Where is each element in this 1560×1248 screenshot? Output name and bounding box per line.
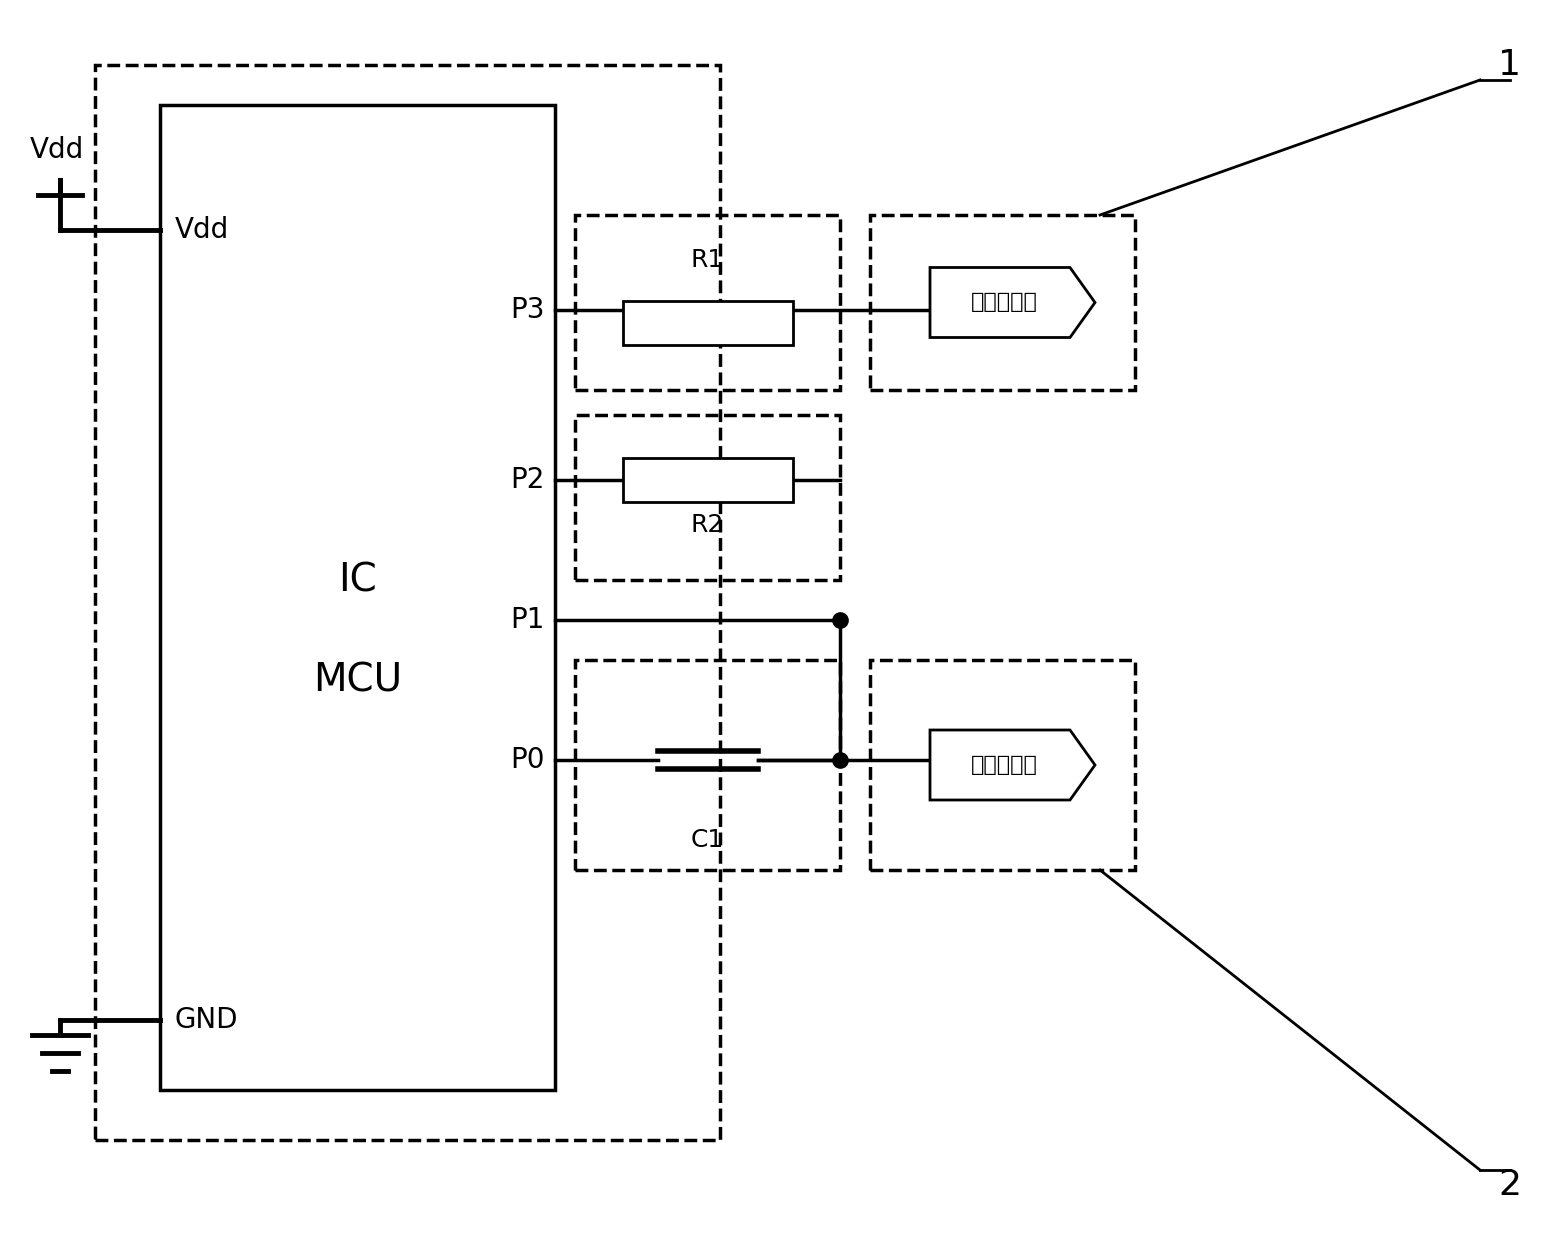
Text: Vdd: Vdd bbox=[30, 136, 84, 163]
Text: 第二连接器: 第二连接器 bbox=[970, 755, 1037, 775]
Text: Vdd: Vdd bbox=[175, 216, 229, 245]
Polygon shape bbox=[930, 730, 1095, 800]
Bar bbox=[870, 660, 1136, 870]
Text: R1: R1 bbox=[691, 248, 724, 272]
Text: 第一连接器: 第一连接器 bbox=[970, 292, 1037, 312]
Text: IC: IC bbox=[339, 562, 378, 599]
Bar bbox=[576, 660, 839, 870]
Bar bbox=[622, 458, 792, 502]
Text: P0: P0 bbox=[510, 746, 544, 774]
Text: 1: 1 bbox=[1499, 47, 1521, 82]
Text: GND: GND bbox=[175, 1006, 239, 1035]
Bar bbox=[95, 65, 721, 1139]
Text: MCU: MCU bbox=[314, 661, 402, 699]
Text: 2: 2 bbox=[1499, 1168, 1521, 1202]
Text: R2: R2 bbox=[691, 513, 724, 537]
Text: C1: C1 bbox=[691, 827, 724, 852]
Text: P2: P2 bbox=[510, 466, 544, 494]
Bar bbox=[870, 215, 1136, 389]
Text: P3: P3 bbox=[510, 296, 544, 324]
Bar bbox=[576, 215, 839, 389]
Bar bbox=[161, 105, 555, 1090]
Text: P1: P1 bbox=[510, 607, 544, 634]
Bar bbox=[622, 301, 792, 344]
Bar bbox=[576, 416, 839, 580]
Polygon shape bbox=[930, 267, 1095, 337]
